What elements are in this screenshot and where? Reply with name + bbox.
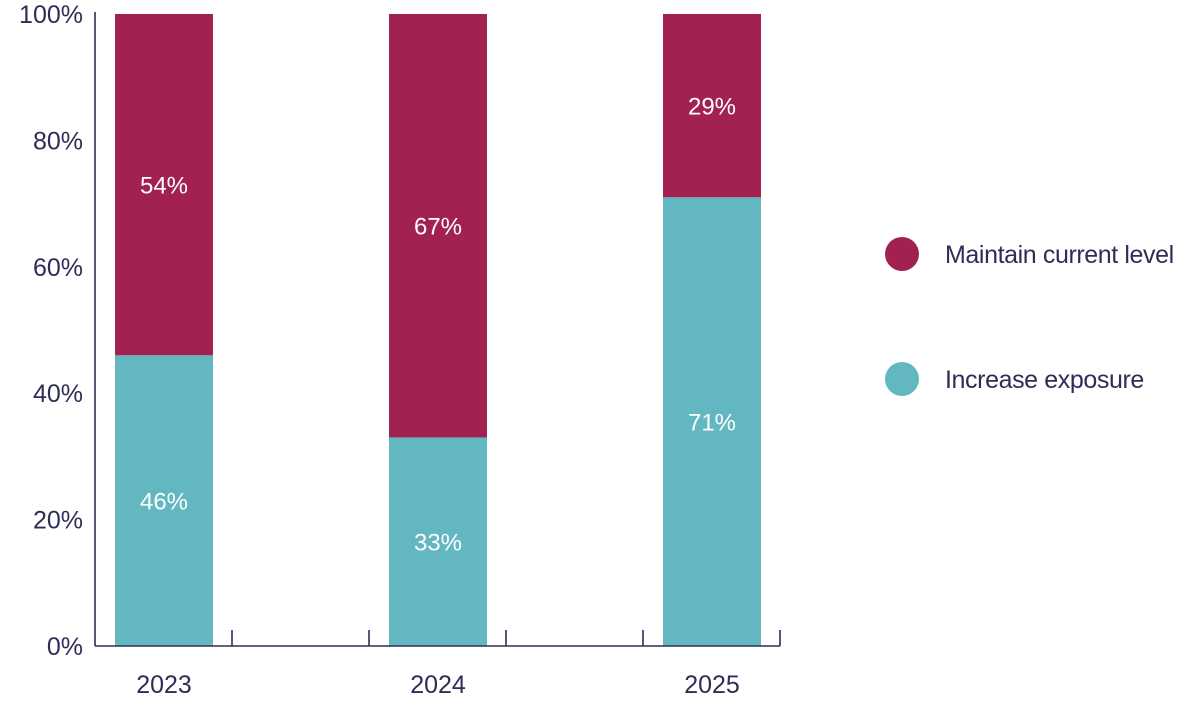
bar-2025-series-0 xyxy=(663,197,761,646)
legend-swatch-0 xyxy=(885,237,919,271)
bar-label-2024-series-1: 67% xyxy=(414,214,462,241)
x-tick-label-2024: 2024 xyxy=(410,671,466,699)
axes-layer: 0% 20% 40% 60% 80% 100% 2023 2024 2025 xyxy=(19,1,781,699)
bar-2024-series-1 xyxy=(389,14,487,438)
legend-swatch-1 xyxy=(885,362,919,396)
bar-2025-series-1 xyxy=(663,14,761,198)
legend: Maintain current level Increase exposure xyxy=(885,237,1174,396)
x-tick-label-2023: 2023 xyxy=(136,671,192,699)
y-tick-label: 20% xyxy=(33,507,83,535)
bar-label-2023-series-1: 54% xyxy=(140,173,188,200)
bar-2023-series-0 xyxy=(115,355,213,646)
bar-2023-series-1 xyxy=(115,14,213,356)
y-tick-label: 0% xyxy=(47,633,83,661)
bar-label-2023-series-0: 46% xyxy=(140,489,188,516)
bar-label-2025-series-1: 29% xyxy=(688,94,736,121)
x-tick-label-2025: 2025 xyxy=(684,671,740,699)
y-tick-label: 60% xyxy=(33,254,83,282)
legend-label-0: Maintain current level xyxy=(945,241,1174,269)
bar-label-2025-series-0: 71% xyxy=(688,410,736,437)
y-tick-label: 100% xyxy=(19,1,83,29)
bar-label-2024-series-0: 33% xyxy=(414,530,462,557)
bar-2024-series-0 xyxy=(389,437,487,646)
y-tick-label: 80% xyxy=(33,127,83,155)
y-tick-label: 40% xyxy=(33,380,83,408)
legend-label-1: Increase exposure xyxy=(945,366,1144,394)
bars-layer: 46% 54% 33% 67% 71% 29% xyxy=(115,14,761,646)
